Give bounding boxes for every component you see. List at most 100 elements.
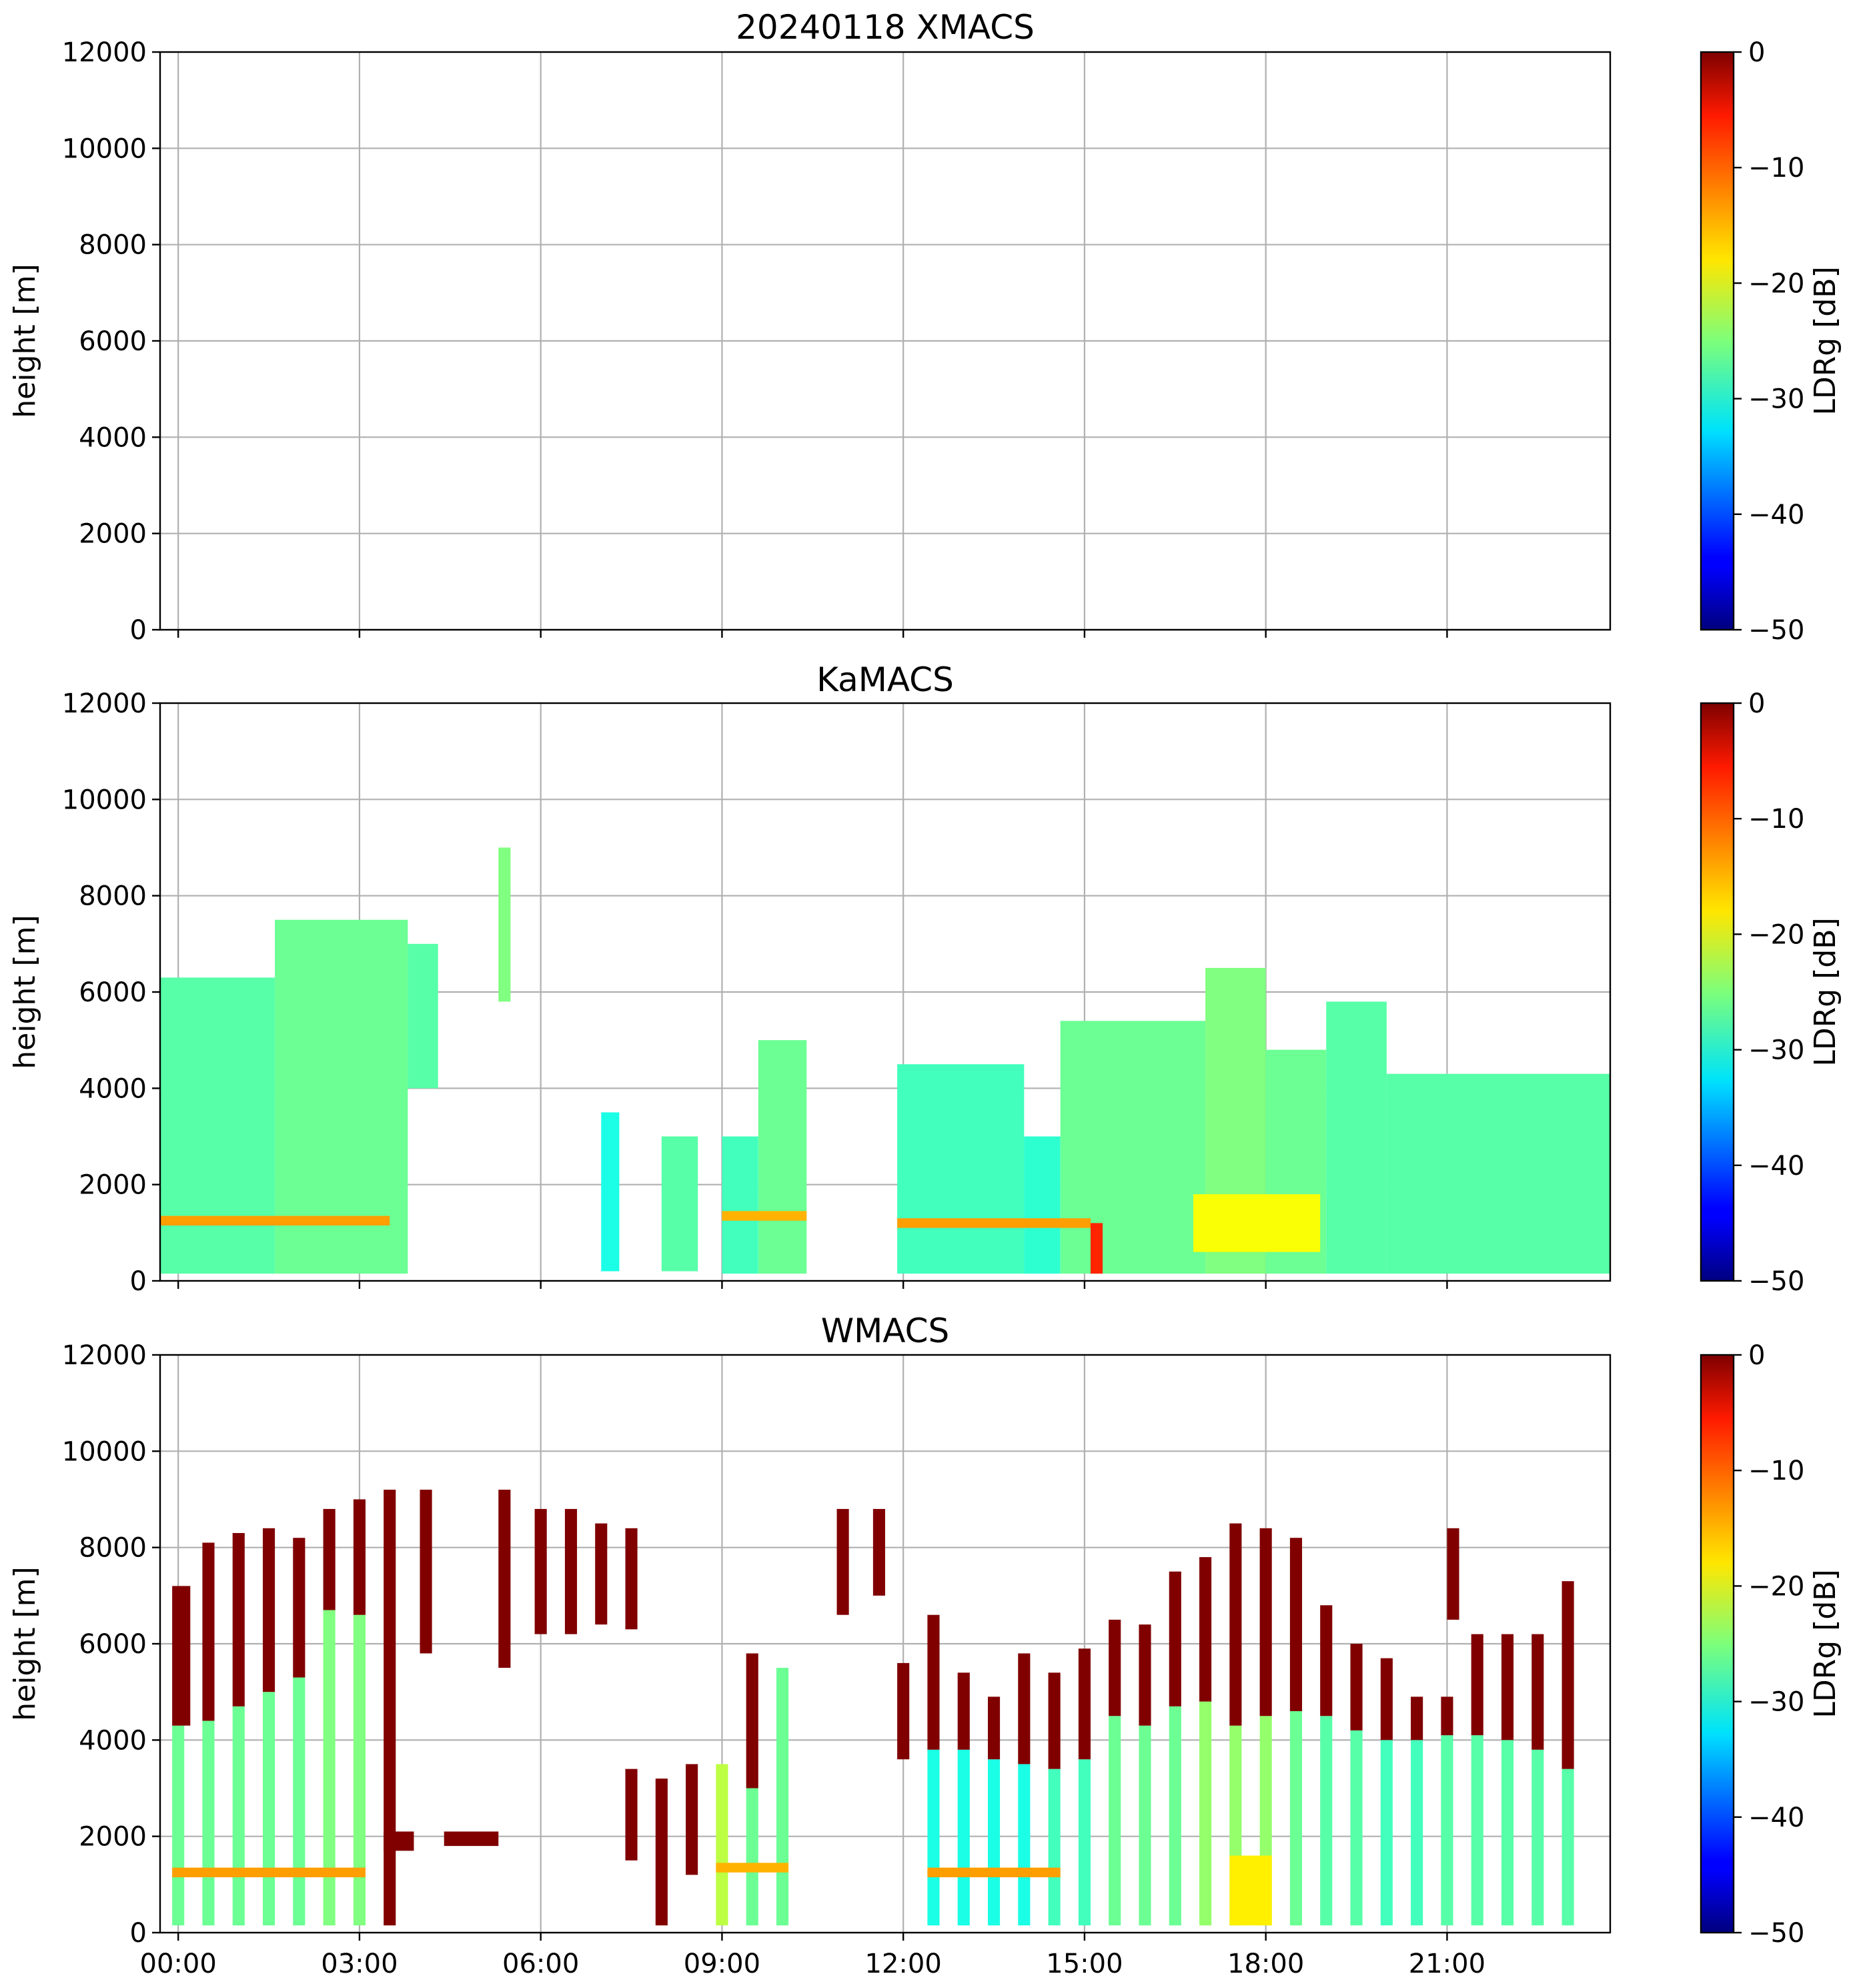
radar-echo xyxy=(1048,1672,1061,1769)
colorbar-label: LDRg [dB] xyxy=(1808,266,1842,415)
y-tick-label: 12000 xyxy=(62,1340,147,1371)
x-tick-label: 15:00 xyxy=(1046,1949,1123,1979)
colorbar-ticks: 0 −10 −20 −30 −40 −50 xyxy=(1734,688,1804,1297)
radar-echo xyxy=(595,1523,608,1625)
radar-echo xyxy=(444,1831,499,1847)
radar-echo xyxy=(1109,1716,1121,1926)
radar-echo xyxy=(408,943,438,1089)
radar-echo xyxy=(1562,1581,1574,1769)
radar-echo xyxy=(716,1863,789,1873)
y-tick-label: 10000 xyxy=(62,785,147,815)
radar-echo xyxy=(655,1779,668,1926)
radar-echo xyxy=(498,1490,511,1668)
panel-title: 20240118 XMACS xyxy=(736,8,1035,47)
x-axis-ticks xyxy=(177,630,1448,638)
y-tick-label: 10000 xyxy=(62,133,147,164)
radar-echo xyxy=(1350,1644,1363,1730)
colorbar-tick-label: −40 xyxy=(1748,1803,1804,1833)
y-tick-label: 4000 xyxy=(79,1073,147,1104)
colorbar-tick-label: −20 xyxy=(1748,1571,1804,1602)
y-tick-label: 8000 xyxy=(79,1533,147,1564)
colorbar-tick-label: −30 xyxy=(1748,1687,1804,1718)
radar-echo xyxy=(625,1769,638,1861)
y-axis-ticks: 0 2000 4000 6000 8000 10000 12000 xyxy=(62,688,160,1297)
y-axis-label: height [m] xyxy=(8,1566,42,1720)
radar-echo xyxy=(1441,1735,1453,1926)
y-tick-label: 12000 xyxy=(62,688,147,719)
radar-echo xyxy=(353,1499,366,1615)
colorbar-tick-label: −10 xyxy=(1748,804,1804,835)
radar-echo xyxy=(716,1764,728,1926)
radar-echo xyxy=(897,1064,1025,1274)
colorbar-tick-label: −50 xyxy=(1748,1266,1804,1297)
radar-echo xyxy=(686,1764,698,1875)
panel-title: KaMACS xyxy=(816,660,954,699)
radar-echo xyxy=(1411,1740,1423,1926)
panel-title: WMACS xyxy=(821,1312,950,1350)
radar-echo xyxy=(1078,1759,1091,1926)
radar-echo xyxy=(323,1508,336,1610)
radar-echo xyxy=(661,1136,698,1272)
x-tick-label: 21:00 xyxy=(1409,1949,1485,1979)
radar-echo xyxy=(1139,1725,1151,1926)
radar-echo xyxy=(1350,1730,1363,1926)
radar-echo xyxy=(1380,1740,1393,1926)
radar-echo xyxy=(776,1668,789,1926)
y-axis-ticks: 0 2000 4000 6000 8000 10000 12000 xyxy=(62,1340,160,1949)
radar-echo xyxy=(202,1542,215,1721)
radar-echo xyxy=(1259,1528,1272,1716)
radar-echo xyxy=(160,1215,390,1226)
colorbar-tick-label: −10 xyxy=(1748,153,1804,183)
radar-echo xyxy=(275,919,408,1274)
radar-echo xyxy=(232,1533,245,1706)
radar-echo xyxy=(1380,1658,1393,1741)
radar-echo xyxy=(323,1610,336,1926)
radar-echo xyxy=(1501,1634,1514,1741)
radar-echo xyxy=(1090,1223,1103,1274)
x-tick-label: 09:00 xyxy=(684,1949,760,1979)
radar-echo xyxy=(957,1749,970,1926)
radar-echo xyxy=(1411,1696,1423,1741)
radar-echo xyxy=(1289,1711,1303,1926)
y-tick-label: 10000 xyxy=(62,1436,147,1467)
radar-echo xyxy=(1320,1716,1333,1926)
radar-echo xyxy=(987,1759,1001,1926)
colorbar-tick-label: −50 xyxy=(1748,615,1804,646)
radar-echo xyxy=(202,1720,215,1926)
x-tick-label: 18:00 xyxy=(1227,1949,1304,1979)
radar-echo xyxy=(384,1490,396,1926)
radar-echo xyxy=(172,1725,185,1926)
y-tick-label: 2000 xyxy=(79,1822,147,1853)
colorbar xyxy=(1700,51,1735,631)
radar-echo xyxy=(564,1508,578,1634)
y-tick-label: 4000 xyxy=(79,422,147,453)
colorbar-tick-label: −10 xyxy=(1748,1456,1804,1486)
radar-echo xyxy=(722,1211,807,1221)
radar-echo xyxy=(1078,1648,1091,1760)
radar-echo xyxy=(1109,1619,1121,1716)
colorbar xyxy=(1700,1354,1735,1934)
y-tick-label: 0 xyxy=(130,615,147,646)
colorbar-ticks: 0 −10 −20 −30 −40 −50 xyxy=(1734,1340,1804,1949)
radar-echo xyxy=(746,1653,758,1789)
radar-echo xyxy=(1229,1855,1272,1926)
y-tick-label: 0 xyxy=(130,1918,147,1949)
radar-echo xyxy=(1229,1523,1242,1726)
y-tick-label: 2000 xyxy=(79,1170,147,1201)
radar-echo xyxy=(897,1218,1091,1228)
radar-echo xyxy=(1018,1764,1031,1926)
x-axis-ticks: 00:00 03:00 06:00 09:00 12:00 15:00 18:00 21:00 xyxy=(140,1933,1485,1979)
radar-echo xyxy=(1060,1021,1206,1274)
radar-echo xyxy=(1139,1624,1151,1726)
x-tick-label: 00:00 xyxy=(140,1949,217,1979)
radar-echo xyxy=(1024,1136,1061,1274)
radar-echo xyxy=(746,1788,758,1926)
colorbar-label: LDRg [dB] xyxy=(1808,917,1842,1066)
radar-echo xyxy=(1193,1194,1321,1252)
radar-echo xyxy=(160,977,275,1274)
radar-echo xyxy=(987,1696,1001,1760)
y-tick-label: 4000 xyxy=(79,1725,147,1756)
panel-kamacs: KaMACS 0 2000 4000 6000 8000 10000 12000 heigh… xyxy=(8,660,1842,1297)
